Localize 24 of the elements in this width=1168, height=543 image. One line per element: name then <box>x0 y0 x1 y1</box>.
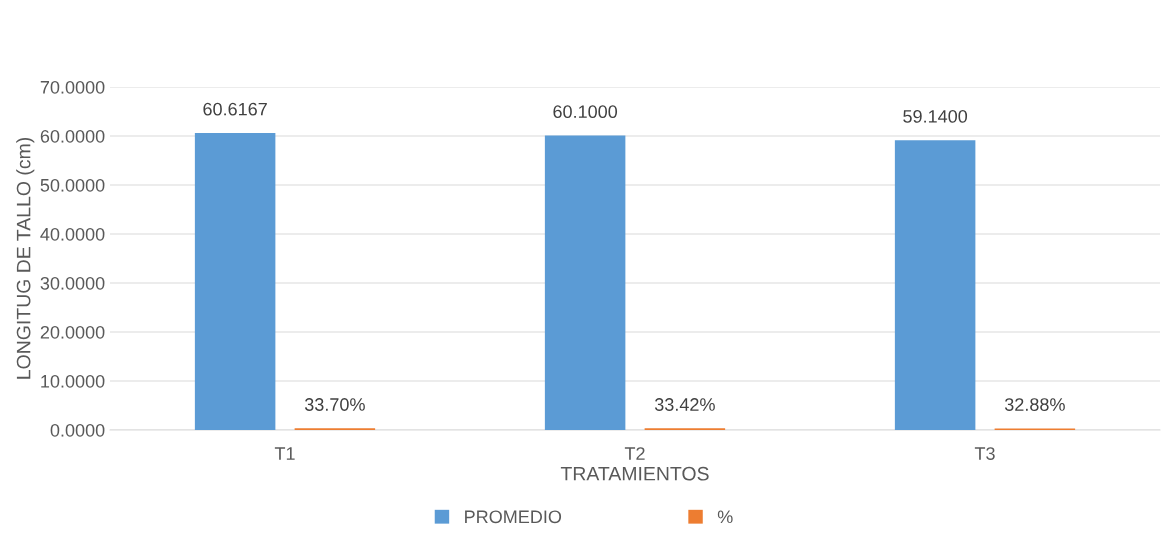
x-tick-label: T1 <box>274 447 295 460</box>
y-tick-label: 50.0000 <box>40 178 105 192</box>
x-tick-label: T3 <box>974 447 995 460</box>
y-tick-label: 10.0000 <box>41 374 105 388</box>
data-label: 59.1400 <box>903 109 968 123</box>
y-axis-title: LONGITUG DE TALLO (cm) <box>16 137 35 379</box>
y-tick-label: 60.0000 <box>40 129 105 143</box>
bar <box>894 140 976 430</box>
y-tick-label: 30.0000 <box>40 276 105 290</box>
data-label: 33.70% <box>304 398 365 411</box>
legend-label: % <box>717 510 733 524</box>
y-tick-label: 40.0000 <box>40 227 105 241</box>
data-label: 60.6167 <box>203 102 267 116</box>
bar <box>544 135 626 430</box>
x-tick-label: T2 <box>624 447 645 460</box>
y-tick-label: 0.0000 <box>50 423 105 437</box>
data-label: 33.42% <box>654 398 715 411</box>
y-tick-label: 70.0000 <box>40 80 105 94</box>
bar <box>194 132 276 430</box>
x-axis-title: TRATAMIENTOS <box>560 466 709 481</box>
data-label: 32.88% <box>1004 398 1065 411</box>
legend-label: PROMEDIO <box>465 510 562 524</box>
data-label: 60.1000 <box>553 105 618 119</box>
y-tick-label: 20.0000 <box>40 325 105 339</box>
